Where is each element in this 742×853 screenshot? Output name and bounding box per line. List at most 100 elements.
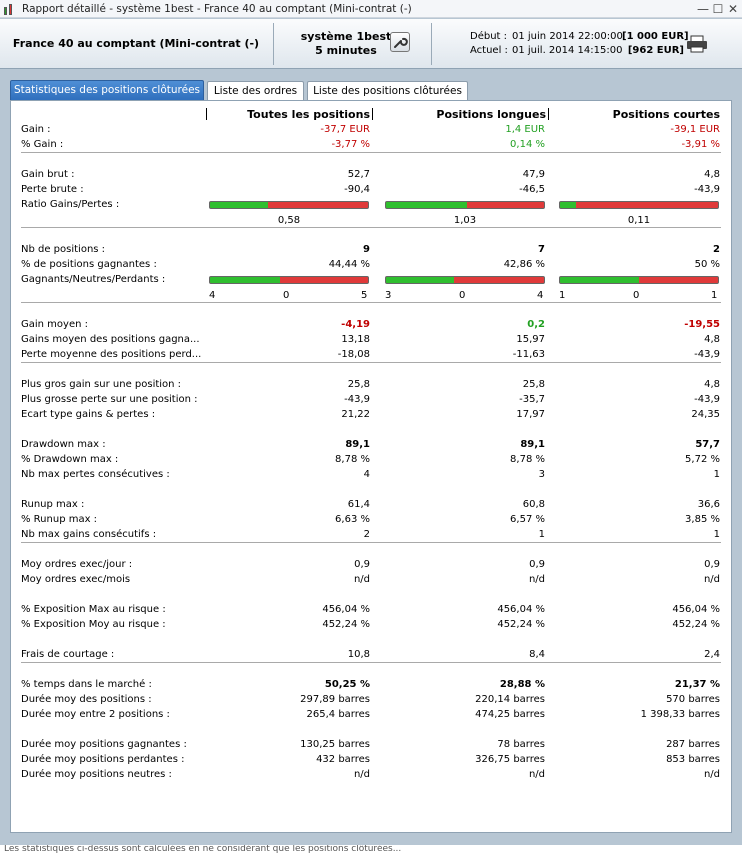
stat-value-short: 287 barres: [666, 739, 720, 750]
winners-count: 4: [209, 290, 216, 301]
ratio-bar: [559, 276, 719, 284]
stat-value-short: 2,4: [704, 649, 720, 660]
ratio-bar: [559, 201, 719, 209]
section-divider: [21, 542, 721, 543]
winners-count: 1: [559, 290, 566, 301]
stat-row-duree-neutres: Durée moy positions neutres : n/d n/d n/d: [11, 767, 731, 782]
section-divider: [21, 302, 721, 303]
stat-value-short: 452,24 %: [672, 619, 720, 630]
stat-label: Drawdown max :: [21, 439, 106, 450]
tab-statistics[interactable]: Statistiques des positions clôturées: [10, 80, 204, 100]
ratio-value: 0,11: [627, 215, 651, 226]
stat-value-long: 220,14 barres: [475, 694, 545, 705]
stat-label: Gain :: [21, 124, 51, 135]
stat-value-all: 456,04 %: [322, 604, 370, 615]
stat-row-nb-pertes: Nb max pertes consécutives : 4 3 1: [11, 467, 731, 482]
stat-value-short: 4,8: [704, 334, 720, 345]
stat-row-perte-brute: Perte brute : -90,4 -46,5 -43,9: [11, 182, 731, 197]
stat-value-all: -90,4: [344, 184, 370, 195]
stat-value-long: 452,24 %: [497, 619, 545, 630]
window-title: Rapport détaillé - système 1best - Franc…: [22, 2, 412, 15]
stat-value-short: -43,9: [694, 394, 720, 405]
stat-row-gain-moy: Gain moyen : -4,19 0,2 -19,55: [11, 317, 731, 332]
stat-value-all: 10,8: [347, 649, 370, 660]
stat-value-short: -3,91 %: [681, 139, 720, 150]
stat-value-long: 0,2: [527, 319, 545, 330]
stat-value-all: 452,24 %: [322, 619, 370, 630]
stat-label: % Gain :: [21, 139, 64, 150]
stat-row-runup: Runup max : 61,4 60,8 36,6: [11, 497, 731, 512]
stat-value-all: 52,7: [347, 169, 370, 180]
stat-value-all: 130,25 barres: [300, 739, 370, 750]
stat-value-long: -11,63: [512, 349, 545, 360]
stat-value-all: 4: [363, 469, 370, 480]
stat-value-all: 21,22: [341, 409, 370, 420]
stat-row-pct-dd: % Drawdown max : 8,78 % 8,78 % 5,72 %: [11, 452, 731, 467]
stat-row-gnp: Gagnants/Neutres/Perdants : 4 0 5 3 0 4 1 0 1: [11, 272, 731, 301]
ratio-value: 0,58: [277, 215, 301, 226]
column-long: Positions longues: [383, 108, 549, 121]
tab-closed-positions[interactable]: Liste des positions clôturées: [307, 81, 468, 100]
ratio-bar: [209, 276, 369, 284]
stat-value-long: 1,4 EUR: [505, 124, 545, 135]
stat-value-short: 853 barres: [666, 754, 720, 765]
stat-value-all: n/d: [353, 574, 370, 585]
stat-value-long: 89,1: [520, 439, 545, 450]
losers-count: 5: [361, 290, 368, 301]
stat-label: Durée moy positions gagnantes :: [21, 739, 187, 750]
report-header: France 40 au comptant (Mini-contrat (-) …: [0, 19, 742, 69]
losers-count: 4: [537, 290, 544, 301]
stat-label: Nb max pertes consécutives :: [21, 469, 170, 480]
stat-row-moy-jour: Moy ordres exec/jour : 0,9 0,9 0,9: [11, 557, 731, 572]
stat-value-short: 1: [713, 469, 720, 480]
stat-label: Gain brut :: [21, 169, 75, 180]
stat-value-long: 47,9: [522, 169, 545, 180]
stat-label: Ecart type gains & pertes :: [21, 409, 156, 420]
stat-row-dd: Drawdown max : 89,1 89,1 57,7: [11, 437, 731, 452]
timeframe: 5 minutes: [315, 44, 377, 57]
close-icon[interactable]: ✕: [727, 2, 739, 16]
system-info: système 1best 5 minutes: [296, 30, 396, 58]
start-label: Début :: [470, 31, 508, 42]
column-short: Positions courtes: [612, 108, 720, 121]
stat-label: Moy ordres exec/jour :: [21, 559, 133, 570]
section-divider: [21, 662, 721, 663]
stat-label: Runup max :: [21, 499, 85, 510]
minimize-icon[interactable]: —: [697, 2, 709, 16]
stat-value-long: 42,86 %: [503, 259, 545, 270]
stat-row-nb-gains: Nb max gains consécutifs : 2 1 1: [11, 527, 731, 542]
wrench-icon[interactable]: [390, 32, 410, 52]
stat-label: Durée moy positions perdantes :: [21, 754, 185, 765]
stat-label: Ratio Gains/Pertes :: [21, 199, 120, 210]
stat-value-long: 60,8: [522, 499, 545, 510]
stat-value-short: 1: [713, 529, 720, 540]
stat-value-all: 13,18: [341, 334, 370, 345]
stat-row-ecart: Ecart type gains & pertes : 21,22 17,97 24,…: [11, 407, 731, 422]
stat-value-long: n/d: [528, 769, 545, 780]
stat-value-long: 15,97: [516, 334, 545, 345]
stat-label: Perte brute :: [21, 184, 84, 195]
stat-value-all: 50,25 %: [324, 679, 370, 690]
stat-label: Durée moy des positions :: [21, 694, 152, 705]
stat-value-all: 0,9: [354, 559, 370, 570]
stat-value-all: 265,4 barres: [306, 709, 370, 720]
section-divider: [21, 152, 721, 153]
stat-value-long: 1: [538, 529, 545, 540]
tab-orders[interactable]: Liste des ordres: [207, 81, 304, 100]
stat-label: % Exposition Max au risque :: [21, 604, 166, 615]
maximize-icon[interactable]: ☐: [712, 2, 724, 16]
current-date: 01 juil. 2014 14:15:00: [512, 45, 623, 56]
stat-value-long: 0,9: [529, 559, 545, 570]
stat-value-short: 3,85 %: [685, 514, 720, 525]
printer-icon[interactable]: [686, 35, 708, 53]
stat-label: % Runup max :: [21, 514, 98, 525]
stat-value-long: 17,97: [516, 409, 545, 420]
column-all: Toutes les positions: [207, 108, 373, 121]
stat-value-short: -19,55: [684, 319, 720, 330]
ratio-bar: [385, 276, 545, 284]
stat-row-gros-gain: Plus gros gain sur une position : 25,8 25,…: [11, 377, 731, 392]
section-divider: [21, 227, 721, 228]
current-label: Actuel :: [470, 45, 508, 56]
stat-label: Gains moyen des positions gagna...: [21, 334, 200, 345]
column-headers: Toutes les positions Positions longues P…: [11, 108, 731, 122]
